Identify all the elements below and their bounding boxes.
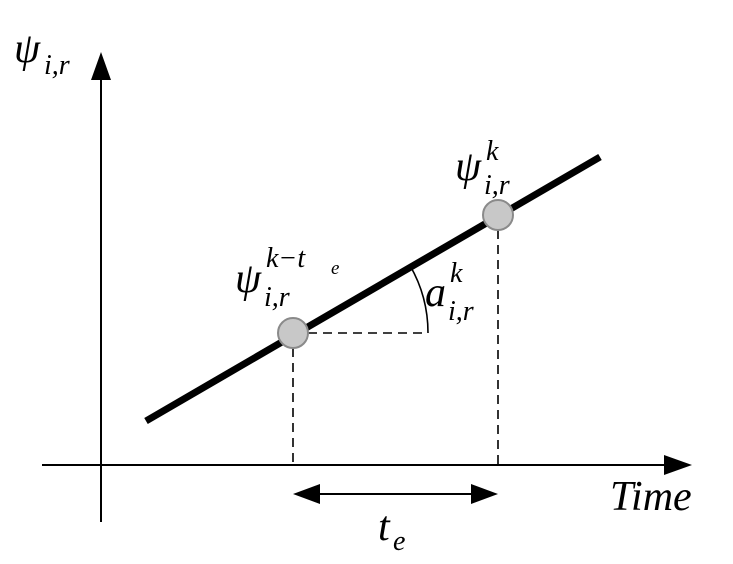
point-label: ψ k i,r — [455, 136, 510, 201]
slope-label: a k i,r — [425, 258, 474, 327]
interval-label: t e — [378, 504, 405, 557]
x-axis-label: Time — [610, 474, 692, 520]
point — [277, 317, 309, 349]
y-axis-arrow — [91, 52, 111, 80]
interval-arrow — [471, 484, 498, 504]
trend-line — [144, 153, 602, 425]
point — [482, 199, 514, 231]
interval-arrow — [293, 484, 320, 504]
point-label: ψ k−t e i,r — [235, 243, 343, 313]
x-axis-arrow — [664, 455, 692, 475]
angle-arc — [409, 265, 429, 334]
y-axis-label: ψ i,r — [14, 26, 70, 81]
